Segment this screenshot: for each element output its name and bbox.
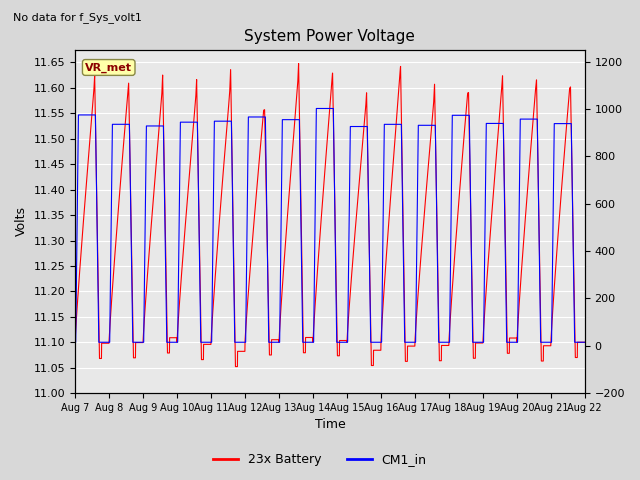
Y-axis label: Volts: Volts xyxy=(15,206,28,237)
Title: System Power Voltage: System Power Voltage xyxy=(244,29,415,44)
CM1_in xyxy=(71,339,79,345)
23x Battery xyxy=(71,339,79,345)
23x Battery xyxy=(264,242,271,248)
CM1_in xyxy=(263,235,271,241)
X-axis label: Time: Time xyxy=(314,419,345,432)
CM1_in xyxy=(312,106,320,111)
CM1_in xyxy=(195,210,203,216)
23x Battery xyxy=(232,364,239,370)
CM1_in xyxy=(581,339,589,345)
23x Battery xyxy=(581,339,589,345)
Text: VR_met: VR_met xyxy=(85,62,132,72)
Text: No data for f_Sys_volt1: No data for f_Sys_volt1 xyxy=(13,12,141,23)
23x Battery xyxy=(195,202,203,207)
23x Battery xyxy=(294,60,302,66)
Legend: 23x Battery, CM1_in: 23x Battery, CM1_in xyxy=(208,448,432,471)
CM1_in xyxy=(192,120,200,125)
Line: CM1_in: CM1_in xyxy=(75,108,585,342)
23x Battery xyxy=(192,87,200,93)
CM1_in xyxy=(577,339,584,345)
23x Battery xyxy=(189,124,197,130)
23x Battery xyxy=(300,350,307,356)
23x Battery xyxy=(577,339,585,345)
CM1_in xyxy=(300,339,307,345)
CM1_in xyxy=(189,120,197,125)
Line: 23x Battery: 23x Battery xyxy=(75,63,585,367)
